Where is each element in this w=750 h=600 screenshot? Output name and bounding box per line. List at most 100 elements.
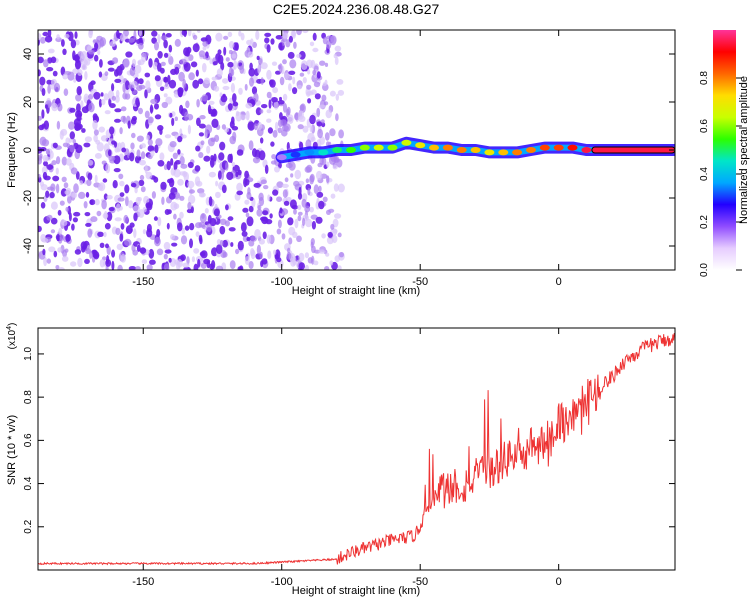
spectrogram-noise-cell — [311, 245, 316, 254]
spectrogram-noise-cell — [125, 196, 129, 207]
spectrogram-noise-cell — [222, 78, 229, 84]
spectrogram-noise-cell — [258, 196, 265, 207]
spectrogram-noise-cell — [50, 201, 58, 210]
spectrogram-noise-cell — [246, 191, 252, 200]
spectrogram-noise-cell — [153, 176, 159, 183]
spectrogram-noise-cell — [69, 144, 75, 153]
spectrogram-noise-cell — [299, 72, 305, 77]
spectrogram-noise-cell — [187, 202, 192, 210]
spectrogram-noise-cell — [56, 156, 61, 165]
spectrogram-noise-cell — [300, 60, 308, 71]
spectrogram-noise-cell — [102, 212, 109, 219]
spectrogram-noise-cell — [185, 100, 190, 109]
spectrogram-noise-cell — [130, 118, 137, 125]
spectrogram-noise-cell — [129, 152, 135, 162]
spectrogram-noise-cell — [61, 39, 65, 47]
spectrogram-noise-cell — [84, 136, 92, 143]
spectrogram-noise-cell — [46, 186, 55, 191]
spectrogram-noise-cell — [312, 69, 317, 76]
spectrogram-noise-cell — [53, 250, 58, 258]
spectrogram-noise-cell — [270, 141, 275, 147]
spectrogram-noise-cell — [62, 220, 68, 226]
spectrogram-noise-cell — [128, 266, 137, 270]
spectrogram-noise-cell — [177, 222, 183, 232]
spectrogram-noise-cell — [309, 114, 316, 125]
spectrogram-noise-cell — [76, 123, 83, 130]
spectrogram-noise-cell — [116, 203, 121, 212]
spectrogram-noise-cell — [159, 152, 165, 161]
spectrogram-noise-cell — [254, 229, 261, 239]
spectrogram-noise-cell — [261, 258, 268, 265]
spectrogram-noise-cell — [57, 209, 62, 216]
spectrogram-noise-cell — [248, 205, 254, 213]
spectrogram-noise-cell — [292, 231, 298, 238]
spectrogram-noise-cell — [38, 115, 42, 121]
spectrogram-noise-cell — [272, 87, 278, 94]
spectrogram-noise-cell — [111, 83, 115, 92]
spectrogram-noise-cell — [70, 261, 77, 267]
spectrogram-noise-cell — [256, 208, 263, 217]
spectrogram-noise-cell — [45, 148, 51, 155]
spectrogram-noise-cell — [139, 174, 145, 181]
spectrogram-y-ticks: -40 -20 0 20 40 — [22, 48, 675, 254]
spectrogram-noise-cell — [188, 189, 195, 194]
spectrogram-noise-cell — [45, 190, 50, 198]
spectrogram-noise-cell — [282, 103, 288, 113]
spectrogram-noise-cell — [38, 157, 42, 165]
spectrogram-noise-cell — [65, 206, 69, 212]
spectrogram-noise-cell — [114, 217, 122, 222]
spectrogram-noise-cell — [137, 60, 142, 66]
spectrogram-noise-cell — [226, 171, 234, 181]
spectrogram-noise-cell — [257, 64, 261, 75]
spectrogram-noise-cell — [211, 260, 216, 270]
spectrogram-noise-cell — [68, 121, 75, 130]
spectrogram-noise-cell — [157, 125, 164, 131]
spectrogram-noise-cell — [292, 76, 296, 85]
spectrogram-noise-cell — [96, 142, 104, 152]
spectrogram-noise-cell — [271, 61, 278, 66]
spectrogram-noise-cell — [168, 257, 172, 263]
spectrogram-noise-cell — [59, 234, 65, 241]
spectrogram-noise-cell — [332, 165, 338, 170]
spectrogram-noise-cell — [325, 252, 330, 257]
spectrogram-noise-cell — [187, 124, 191, 135]
spectrogram-noise-cell — [309, 41, 315, 47]
spectrogram-noise-cell — [42, 171, 48, 180]
spectrogram-noise-cell — [190, 206, 194, 214]
spectrogram-noise-cell — [187, 194, 196, 204]
spectrogram-noise-cell — [144, 72, 151, 78]
spectrogram-noise-cell — [241, 231, 248, 237]
spectrogram-noise-cell — [217, 170, 222, 180]
spectrogram-noise-cell — [164, 209, 170, 215]
spectrogram-noise-cell — [107, 67, 115, 72]
spectrogram-noise-cell — [131, 80, 138, 89]
spectrogram-noise-cell — [166, 160, 171, 171]
spectrogram-noise-cell — [178, 71, 185, 82]
spectrogram-noise-cell — [319, 60, 326, 66]
spectrogram-noise-cell — [190, 61, 198, 68]
spectrogram-noise-cell — [94, 174, 98, 183]
spectrogram-noise-cell — [173, 161, 178, 171]
spectrogram-noise-cell — [298, 186, 302, 196]
spectrogram-noise-cell — [240, 32, 245, 41]
spectrogram-noise-cell — [114, 108, 122, 113]
spectrogram-noise-cell — [109, 40, 116, 47]
spectrogram-noise-cell — [320, 119, 325, 124]
spectrogram-noise-cell — [231, 162, 236, 167]
y-tick-label: 0.6 — [23, 433, 34, 447]
spectrogram-noise-cell — [222, 239, 229, 248]
spectrogram-noise-cell — [283, 200, 290, 206]
spectrogram-noise-cell — [198, 152, 204, 159]
spectrogram-noise-cell — [260, 216, 268, 222]
spectrogram-noise-cell — [228, 227, 236, 232]
spectrogram-noise-cell — [39, 76, 46, 86]
spectrogram-noise-cell — [297, 215, 302, 222]
spectrogram-noise-cell — [302, 125, 309, 133]
y-tick-label: 1.0 — [23, 347, 34, 361]
spectrogram-noise-cell — [274, 166, 280, 173]
spectrogram-noise-cell — [321, 157, 327, 166]
spectrogram-noise-cell — [166, 222, 170, 230]
spectrogram-noise-cell — [125, 51, 133, 58]
spectrogram-noise-cell — [259, 251, 263, 260]
spectrogram-noise-cell — [77, 257, 83, 268]
